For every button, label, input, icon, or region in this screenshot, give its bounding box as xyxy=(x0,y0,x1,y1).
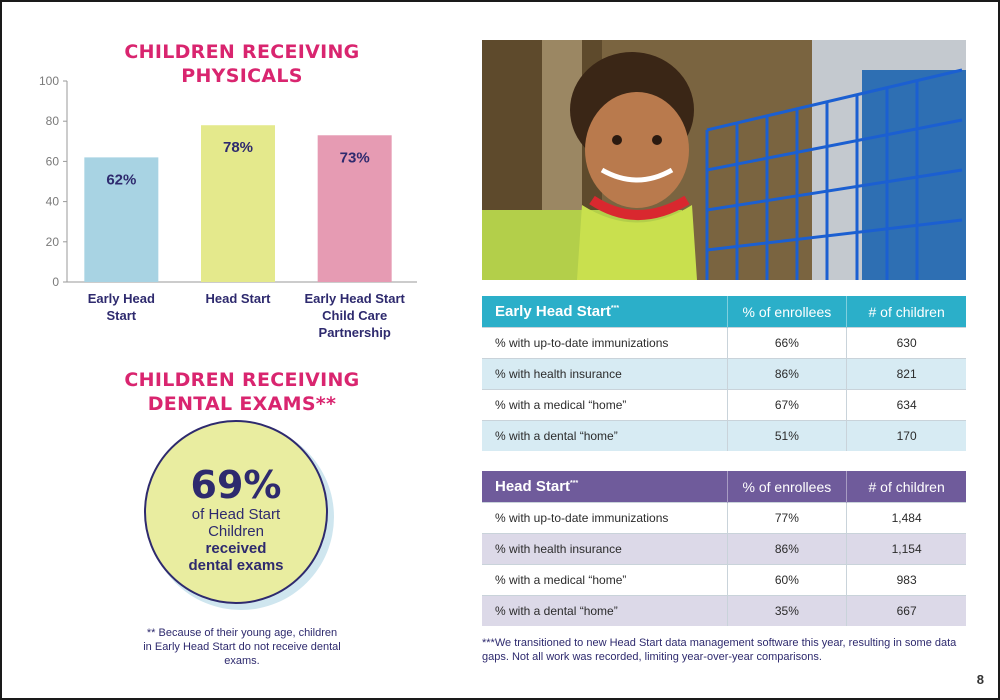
row-count: 1,154 xyxy=(846,533,966,565)
bar xyxy=(201,125,275,282)
bar-data-label: 62% xyxy=(106,171,136,188)
row-percent: 77% xyxy=(726,502,847,534)
dental-bold-1: received xyxy=(205,540,267,557)
column-header-percent: % of enrollees xyxy=(726,471,847,503)
row-count: 667 xyxy=(846,595,966,626)
row-count: 630 xyxy=(846,327,966,359)
table-title: Early Head Start*** xyxy=(482,296,728,328)
row-count: 821 xyxy=(846,358,966,390)
y-tick-label: 100 xyxy=(39,74,59,88)
row-percent: 67% xyxy=(726,389,847,421)
row-count: 634 xyxy=(846,389,966,421)
category-label: Start xyxy=(107,308,137,323)
table-title-mark: *** xyxy=(570,480,579,487)
row-percent: 86% xyxy=(726,358,847,390)
column-header-count: # of children xyxy=(846,296,966,328)
y-tick-label: 40 xyxy=(46,195,60,209)
row-label: % with up-to-date immunizations xyxy=(482,502,728,534)
bar-data-label: 78% xyxy=(223,139,253,156)
bar-data-label: 73% xyxy=(340,149,370,166)
dental-bold-2: dental exams xyxy=(188,557,284,574)
row-label: % with a medical “home” xyxy=(482,389,728,421)
child-photo-illustration xyxy=(482,40,966,280)
dental-line-2: Children xyxy=(208,523,264,540)
dental-line-1: of Head Start xyxy=(191,506,281,523)
table-row: % with up-to-date immunizations 66% 630 xyxy=(482,327,966,359)
bar xyxy=(317,135,392,282)
row-label: % with a medical “home” xyxy=(482,564,728,596)
row-percent: 35% xyxy=(726,595,847,626)
table-title-text: Early Head Start xyxy=(495,303,611,320)
table-row: % with health insurance 86% 1,154 xyxy=(482,533,966,565)
physicals-bar-chart: 0 20 40 60 80 100 62% Early Head Start 78% Head St… xyxy=(39,74,417,340)
bar xyxy=(84,157,159,282)
table-header-row: Early Head Start*** % of enrollees # of … xyxy=(482,296,966,328)
row-label: % with a dental “home” xyxy=(482,420,728,451)
category-label: Early Head Start xyxy=(304,291,405,306)
table-title: Head Start*** xyxy=(482,471,728,503)
row-count: 170 xyxy=(846,420,966,451)
page-number: 8 xyxy=(976,672,984,687)
y-tick-label: 60 xyxy=(46,154,60,168)
column-header-percent: % of enrollees xyxy=(726,296,847,328)
table-header-row: Head Start*** % of enrollees # of childr… xyxy=(482,471,966,503)
row-label: % with up-to-date immunizations xyxy=(482,327,728,359)
table-row: % with a medical “home” 67% 634 xyxy=(482,389,966,421)
row-percent: 60% xyxy=(726,564,847,596)
row-count: 983 xyxy=(846,564,966,596)
dental-stat-circle: 69% of Head Start Children received dent… xyxy=(144,420,328,604)
table-row: % with health insurance 86% 821 xyxy=(482,358,966,390)
child-photo xyxy=(482,40,966,280)
early-head-start-table: Early Head Start*** % of enrollees # of … xyxy=(482,296,966,451)
table-title-text: Head Start xyxy=(495,478,571,495)
table-title-mark: *** xyxy=(610,305,620,312)
table-row: % with a dental “home” 35% 667 xyxy=(482,595,966,626)
y-tick-label: 80 xyxy=(46,114,60,128)
table-row: % with a dental “home” 51% 170 xyxy=(482,420,966,451)
column-header-count: # of children xyxy=(846,471,966,503)
category-label: Child Care xyxy=(322,308,387,323)
row-percent: 86% xyxy=(726,533,847,565)
dental-footnote: ** Because of their young age, children … xyxy=(143,627,341,667)
y-tick-label: 0 xyxy=(52,275,59,289)
row-percent: 51% xyxy=(726,420,847,451)
head-start-table: Head Start*** % of enrollees # of childr… xyxy=(482,471,966,626)
row-label: % with a dental “home” xyxy=(482,595,728,626)
dental-title: CHILDREN RECEIVING DENTAL EXAMS** xyxy=(124,369,360,415)
table-row: % with a medical “home” 60% 983 xyxy=(482,564,966,596)
category-label: Partnership xyxy=(319,325,391,340)
data-footnote: ***We transitioned to new Head Start dat… xyxy=(482,637,957,663)
dental-percent: 69% xyxy=(190,463,282,507)
category-label: Early Head xyxy=(88,291,155,306)
row-label: % with health insurance xyxy=(482,533,728,565)
physicals-title: CHILDREN RECEIVING PHYSICALS xyxy=(124,41,360,87)
y-tick-label: 20 xyxy=(46,235,60,249)
row-label: % with health insurance xyxy=(482,358,728,390)
table-row: % with up-to-date immunizations 77% 1,48… xyxy=(482,502,966,534)
row-count: 1,484 xyxy=(846,502,966,534)
category-label: Head Start xyxy=(205,291,271,306)
row-percent: 66% xyxy=(726,327,847,359)
